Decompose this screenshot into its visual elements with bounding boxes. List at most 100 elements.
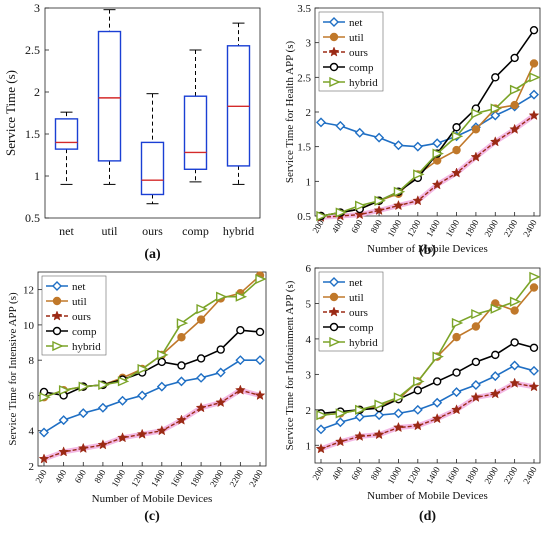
data-point	[490, 371, 501, 382]
data-point	[78, 408, 89, 419]
data-point	[216, 291, 228, 302]
data-point	[97, 402, 108, 413]
legend-label: net	[349, 277, 362, 289]
series-net	[316, 360, 539, 435]
legend: net util ours comp hybrid	[318, 11, 384, 92]
y-tick-label: 2.5	[297, 72, 311, 84]
legend: net util ours comp hybrid	[318, 271, 384, 352]
panel-d: 1 2 3 4 5 6 200 400 600 800 1000 1200 1400 1600 1800 20…	[284, 263, 541, 524]
data-point	[157, 357, 167, 367]
data-point	[509, 360, 520, 371]
series-hybrid	[316, 271, 541, 421]
x-tick-label: 1400	[424, 465, 442, 486]
data-point	[117, 432, 128, 443]
data-point	[432, 148, 444, 159]
data-point	[471, 108, 483, 119]
panel-label: (c)	[144, 509, 160, 524]
data-point	[452, 368, 461, 377]
x-tick-label: 1000	[386, 218, 404, 239]
data-point	[510, 100, 519, 110]
data-point	[335, 408, 348, 419]
y-tick-label: 10	[23, 320, 35, 332]
x-tick-label: 600	[349, 465, 365, 482]
data-point	[177, 361, 186, 370]
x-tick-label: 1800	[463, 465, 481, 486]
data-point	[432, 377, 442, 386]
data-point	[471, 309, 483, 320]
data-point	[510, 306, 519, 315]
legend-label: util	[72, 296, 87, 308]
x-tick-label: 2000	[482, 465, 500, 486]
y-tick-label: 0.5	[25, 211, 40, 225]
data-point	[196, 315, 206, 324]
legend-marker	[52, 296, 62, 306]
x-tick-label: 1200	[405, 465, 423, 486]
legend-label: net	[72, 281, 85, 293]
data-point	[490, 303, 502, 314]
data-point	[316, 210, 328, 222]
y-tick-label: 4	[306, 334, 312, 346]
y-tick-label: 2	[29, 461, 35, 473]
data-point	[39, 392, 51, 403]
y-tick-label: 3.5	[297, 3, 311, 15]
box-iqr	[54, 118, 79, 150]
data-point	[529, 365, 539, 376]
y-tick-label: 2	[34, 85, 40, 99]
x-axis-label: Number of Mobile Devices	[367, 490, 488, 502]
data-point	[393, 186, 406, 197]
legend-marker	[329, 292, 339, 302]
x-tick-label: 200	[310, 465, 326, 482]
legend-marker	[329, 336, 341, 348]
y-tick-label: 4	[29, 426, 35, 438]
y-tick-label: 1.5	[25, 127, 40, 141]
data-point	[432, 138, 443, 149]
legend-marker	[52, 340, 64, 352]
data-point	[374, 195, 386, 206]
y-tick-label: 1	[34, 169, 40, 183]
data-point	[235, 355, 246, 366]
data-point	[354, 127, 365, 138]
x-tick-label: 2200	[227, 468, 245, 489]
x-tick-label: 1400	[424, 218, 442, 239]
data-point	[215, 396, 227, 408]
x-tick-label: 400	[330, 465, 346, 482]
x-tick-label: 1600	[444, 465, 462, 486]
legend-marker	[328, 46, 340, 57]
x-tick-label: 1200	[405, 218, 423, 239]
x-tick-label: net	[59, 224, 74, 238]
legend-label: hybrid	[349, 337, 378, 349]
x-tick-label: 2000	[208, 468, 226, 489]
data-point	[316, 117, 326, 128]
y-tick-label: 2	[306, 405, 312, 417]
y-axis-label: Service Time for Health APP (s)	[284, 41, 296, 184]
data-point	[255, 273, 267, 285]
x-tick-label: ours	[142, 224, 163, 238]
data-point	[471, 125, 481, 134]
data-point	[354, 430, 366, 441]
legend-marker	[329, 62, 339, 72]
data-point	[432, 351, 444, 362]
box-ours	[140, 93, 165, 205]
data-point	[529, 89, 539, 100]
data-point	[452, 123, 461, 132]
data-point	[451, 167, 462, 178]
data-point	[451, 131, 464, 142]
y-tick-label: 1	[306, 440, 312, 452]
data-point	[529, 283, 539, 292]
data-point	[78, 381, 90, 392]
data-point	[98, 379, 110, 390]
y-tick-label: 1.5	[297, 142, 311, 154]
legend-label: ours	[349, 307, 368, 319]
data-point	[412, 404, 423, 415]
legend-marker	[329, 277, 339, 287]
data-point	[528, 381, 540, 392]
data-point	[393, 408, 404, 419]
x-tick-label: 800	[368, 218, 384, 235]
data-point	[176, 376, 187, 387]
legend-label: net	[349, 17, 362, 29]
data-point	[97, 439, 109, 450]
data-point	[315, 443, 327, 454]
data-point	[470, 151, 482, 162]
legend-label: ours	[349, 47, 368, 59]
